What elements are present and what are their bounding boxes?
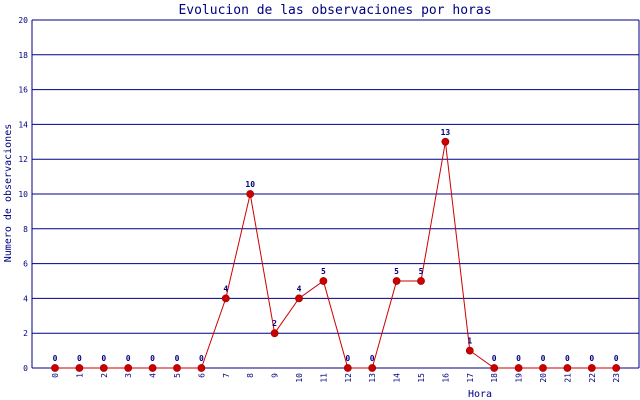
data-label: 2 <box>272 319 277 328</box>
data-label: 4 <box>223 284 228 293</box>
data-point <box>197 364 206 372</box>
chart-title: Evolucion de las observaciones por horas <box>178 3 491 18</box>
data-label: 5 <box>321 267 326 276</box>
x-tick-label: 18 <box>490 373 499 383</box>
series-line <box>55 141 617 369</box>
y-tick-label: 12 <box>18 155 28 164</box>
data-point <box>392 277 401 285</box>
y-tick-label: 2 <box>23 329 28 338</box>
data-point <box>221 294 230 303</box>
y-tick-label: 14 <box>18 120 28 129</box>
y-tick-label: 8 <box>23 225 28 234</box>
data-point <box>343 364 352 372</box>
x-tick-label: 23 <box>612 373 621 383</box>
x-axis-label: Hora <box>468 389 492 400</box>
y-tick-label: 6 <box>23 260 28 269</box>
x-tick-label: 14 <box>393 373 402 383</box>
y-tick-label: 18 <box>18 51 28 60</box>
axis-layer <box>31 20 640 368</box>
data-point <box>539 364 547 372</box>
x-tick-label: 20 <box>539 373 548 383</box>
data-label: 0 <box>199 354 204 363</box>
data-point <box>490 364 499 372</box>
x-tick-label: 4 <box>149 373 158 378</box>
data-point <box>173 364 181 372</box>
x-tick-label: 9 <box>271 373 280 378</box>
data-point <box>75 364 84 372</box>
data-point <box>124 364 133 372</box>
x-tick-label: 16 <box>441 373 450 383</box>
y-tick-label: 20 <box>18 16 28 25</box>
data-point <box>465 346 474 355</box>
x-tick-label: 5 <box>173 373 182 378</box>
data-point <box>368 364 377 372</box>
y-tick-labels: 0 2 4 6 8 10 12 14 16 18 20 <box>18 16 28 373</box>
data-label: 10 <box>245 180 255 189</box>
data-label: 0 <box>614 354 619 363</box>
data-label: 0 <box>589 354 594 363</box>
data-label: 0 <box>53 354 58 363</box>
data-label: 0 <box>175 354 180 363</box>
x-tick-label: 21 <box>563 373 572 383</box>
data-label: 5 <box>394 267 399 276</box>
x-tick-label: 3 <box>124 373 133 378</box>
data-label: 0 <box>126 354 131 363</box>
data-label: 13 <box>441 128 451 137</box>
data-point <box>514 364 523 372</box>
data-point <box>148 364 157 372</box>
data-point <box>587 364 596 372</box>
x-tick-label: 13 <box>368 373 377 383</box>
data-label: 0 <box>541 354 546 363</box>
data-label: 0 <box>516 354 521 363</box>
data-point <box>246 190 255 198</box>
y-axis-label: Numero de observaciones <box>3 124 14 262</box>
data-point <box>295 294 303 303</box>
grid-layer <box>32 19 639 369</box>
x-tick-label: 0 <box>51 373 60 378</box>
data-label: 0 <box>370 354 375 363</box>
data-label: 1 <box>467 337 472 346</box>
x-tick-label: 11 <box>319 373 328 383</box>
data-point <box>441 137 450 146</box>
data-point <box>612 364 621 372</box>
x-tick-label: 22 <box>588 373 597 383</box>
data-point <box>563 364 572 372</box>
data-label: 0 <box>492 354 497 363</box>
data-label: 5 <box>419 267 424 276</box>
data-label: 0 <box>345 354 350 363</box>
x-tick-label: 8 <box>246 373 255 378</box>
data-point <box>51 364 59 372</box>
y-tick-label: 10 <box>18 190 28 199</box>
y-tick-label: 16 <box>18 86 28 95</box>
data-label: 0 <box>565 354 570 363</box>
data-points <box>51 137 621 372</box>
x-tick-label: 12 <box>344 373 353 383</box>
x-tick-label: 17 <box>466 373 475 383</box>
x-tick-label: 2 <box>100 373 109 378</box>
x-tick-label: 1 <box>75 373 84 378</box>
data-label: 4 <box>297 284 302 293</box>
data-label: 0 <box>150 354 155 363</box>
data-point <box>99 364 108 372</box>
x-tick-label: 6 <box>197 373 206 378</box>
data-point <box>319 277 328 285</box>
y-tick-label: 0 <box>23 364 28 373</box>
x-tick-labels: 0 1 2 3 4 5 6 7 8 9 10 11 12 13 14 15 16 17 18 19 20 21 22 23 <box>51 373 621 383</box>
x-tick-label: 19 <box>515 373 524 383</box>
x-tick-label: 15 <box>417 373 426 383</box>
x-tick-label: 10 <box>295 373 304 383</box>
data-label: 0 <box>77 354 82 363</box>
y-tick-label: 4 <box>23 294 28 303</box>
data-point <box>270 329 279 338</box>
x-tick-label: 7 <box>222 373 231 378</box>
data-label: 0 <box>101 354 106 363</box>
data-point <box>417 277 425 285</box>
